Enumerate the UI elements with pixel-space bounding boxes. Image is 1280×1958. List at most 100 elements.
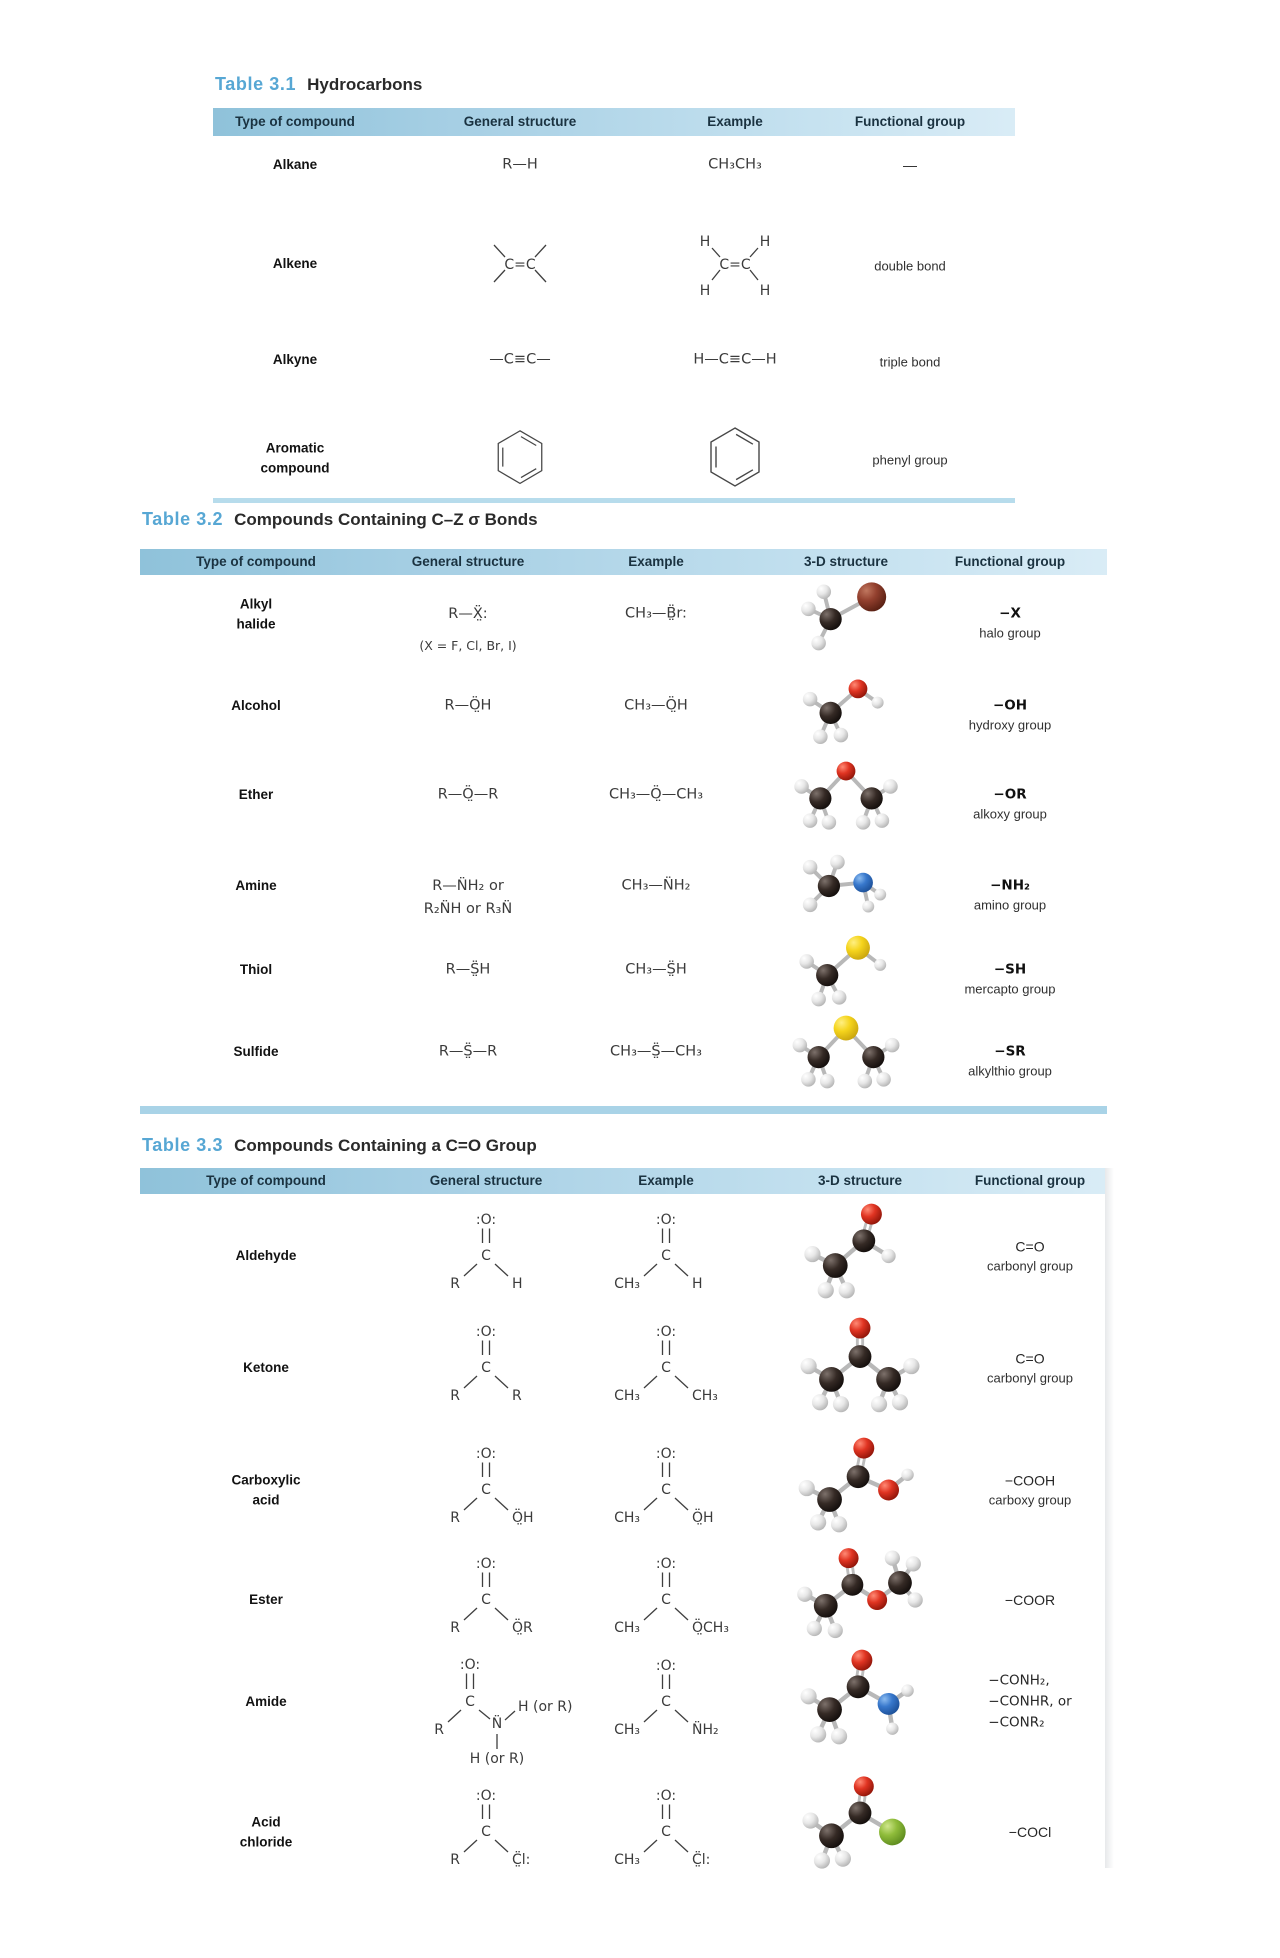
atom-H (802, 1812, 819, 1829)
carbonyl-structure: :O: C R Ö̤R (450, 1556, 533, 1636)
atom-O (851, 1649, 873, 1671)
column-header: Functional group (974, 1173, 1086, 1188)
atom-C (862, 1046, 885, 1069)
example-structure: H—C≡C—H (693, 350, 776, 371)
functional-group-line: −CONH₂, (988, 1672, 1050, 1689)
functional-group-main: −COCl (1008, 1824, 1052, 1840)
svg-text::O:: :O: (656, 1788, 676, 1804)
column-header: General structure (429, 1173, 543, 1188)
functional-group: −NH₂ amino group (974, 878, 1046, 913)
formula-text: R—S̤̈—R (438, 1043, 498, 1060)
svg-text:C: C (481, 1482, 491, 1498)
table-header: Type of compound General structure Example… (213, 108, 1015, 136)
atom-H (881, 1248, 896, 1264)
example-structure: :O: C CH₃ N̈H₂ (581, 1652, 751, 1740)
svg-text:C: C (481, 1824, 491, 1840)
atom-H (855, 815, 871, 830)
general-structure: :O: C R C̤̈l: (401, 1782, 571, 1870)
atom-H (800, 1688, 817, 1705)
atom-H (810, 1514, 827, 1531)
functional-group-main: −COOH (1004, 1472, 1056, 1489)
formula-text: H—C≡C—H (693, 351, 777, 368)
carbonyl-structure: :O: C CH₃ Ö̤CH₃ (614, 1556, 729, 1636)
atom-C (846, 1675, 870, 1699)
molecule-3d (798, 1437, 919, 1544)
atom-H (870, 1396, 888, 1413)
svg-text:H: H (700, 283, 711, 299)
compound-type-text: Amine (235, 878, 277, 894)
molecule-ch3oh (802, 679, 884, 745)
svg-text:H: H (760, 283, 771, 299)
formula-text: CH₃—S̤̈—CH₃ (610, 1043, 702, 1060)
column-header: General structure (463, 114, 577, 129)
molecule-ch3br (801, 582, 887, 651)
atom-C (819, 1823, 844, 1849)
carbonyl-structure: :O: C R Ö̤H (450, 1446, 533, 1526)
example-structure: :O: C CH₃ CH₃ (581, 1318, 751, 1406)
formula-text: R—S̤̈H (445, 961, 491, 978)
svg-text:CH₃: CH₃ (614, 1620, 640, 1636)
atom-C (817, 1697, 842, 1722)
atom-H (871, 696, 884, 709)
svg-text:H: H (700, 234, 711, 250)
column-header: Type of compound (235, 114, 355, 129)
general-structure: :O: C R Ö̤R (401, 1550, 571, 1638)
table-header: Type of compound General structure Example… (140, 549, 1107, 575)
molecule-ch3och3 (794, 761, 898, 830)
formula-text: R—Ö̤H (444, 697, 492, 714)
compound-type-text: Aldehyde (235, 1248, 297, 1264)
atom-H (802, 813, 818, 828)
svg-text::O:: :O: (460, 1657, 480, 1673)
compound-type-label: Aldehyde (236, 1246, 297, 1266)
atom-C (819, 1367, 844, 1392)
atom-C (819, 701, 842, 724)
svg-text:C: C (661, 1592, 671, 1608)
column-header: Functional group (954, 554, 1066, 569)
molecule-3d (801, 1776, 919, 1886)
carbonyl-structure: :O: C R C̤̈l: (450, 1788, 530, 1868)
functional-group: −OH hydroxy group (969, 698, 1051, 733)
atom-H (857, 1073, 873, 1089)
svg-text::O:: :O: (476, 1556, 496, 1572)
svg-text:CH₃: CH₃ (614, 1852, 640, 1868)
functional-group-line: −CONR₂ (988, 1714, 1045, 1731)
compound-type-label: Alkyl halide (237, 594, 276, 633)
general-structure: :O: C R Ö̤H (401, 1440, 571, 1528)
example-structure: CH₃—Ö̤—CH₃ (609, 785, 703, 806)
molecule-ester (797, 1548, 923, 1639)
svg-text:CH₃: CH₃ (614, 1388, 640, 1404)
compound-type-label: Alkene (273, 254, 317, 274)
functional-group-line: −CONHR, or (988, 1693, 1072, 1710)
compound-type-text: Alkyne (272, 352, 318, 368)
general-structure: R—Ö̤—R (438, 785, 499, 806)
atom-H (831, 990, 847, 1005)
atom-H (801, 601, 816, 617)
atom-Br (857, 582, 887, 612)
compound-type-text: Ether (238, 787, 274, 803)
atom-H (802, 897, 818, 913)
page-edge-shadow (1105, 1168, 1114, 1868)
molecule-3d (801, 1203, 919, 1310)
general-structure: —C≡C— (489, 350, 550, 371)
atom-C (817, 1487, 842, 1512)
svg-text:C: C (481, 1360, 491, 1376)
functional-group-sub: double bond (874, 258, 946, 274)
example-structure: :O: C CH₃ H (581, 1206, 751, 1294)
column-header: 3-D structure (817, 1173, 903, 1188)
functional-group-main: C=O (1015, 1350, 1045, 1367)
formula-text: R—H (502, 156, 538, 173)
atom-H (794, 779, 809, 794)
compound-type-label: Ester (249, 1590, 283, 1610)
atom-H (800, 1358, 817, 1375)
atom-H (891, 1394, 909, 1411)
amide-structure: :O: C R N̈ H (or R) H (or R) (434, 1657, 572, 1767)
example-structure: CH₃—S̤̈—CH₃ (610, 1042, 702, 1063)
atom-H (817, 1282, 834, 1299)
atom-H (901, 1468, 914, 1481)
atom-H (792, 1037, 808, 1053)
functional-group: C=O carbonyl group (987, 1239, 1073, 1274)
compound-type-label: Amide (245, 1692, 286, 1712)
carbonyl-structure: :O: C R H (450, 1212, 522, 1292)
molecule-acoh (798, 1437, 914, 1533)
table-caption: Hydrocarbons (307, 75, 423, 94)
